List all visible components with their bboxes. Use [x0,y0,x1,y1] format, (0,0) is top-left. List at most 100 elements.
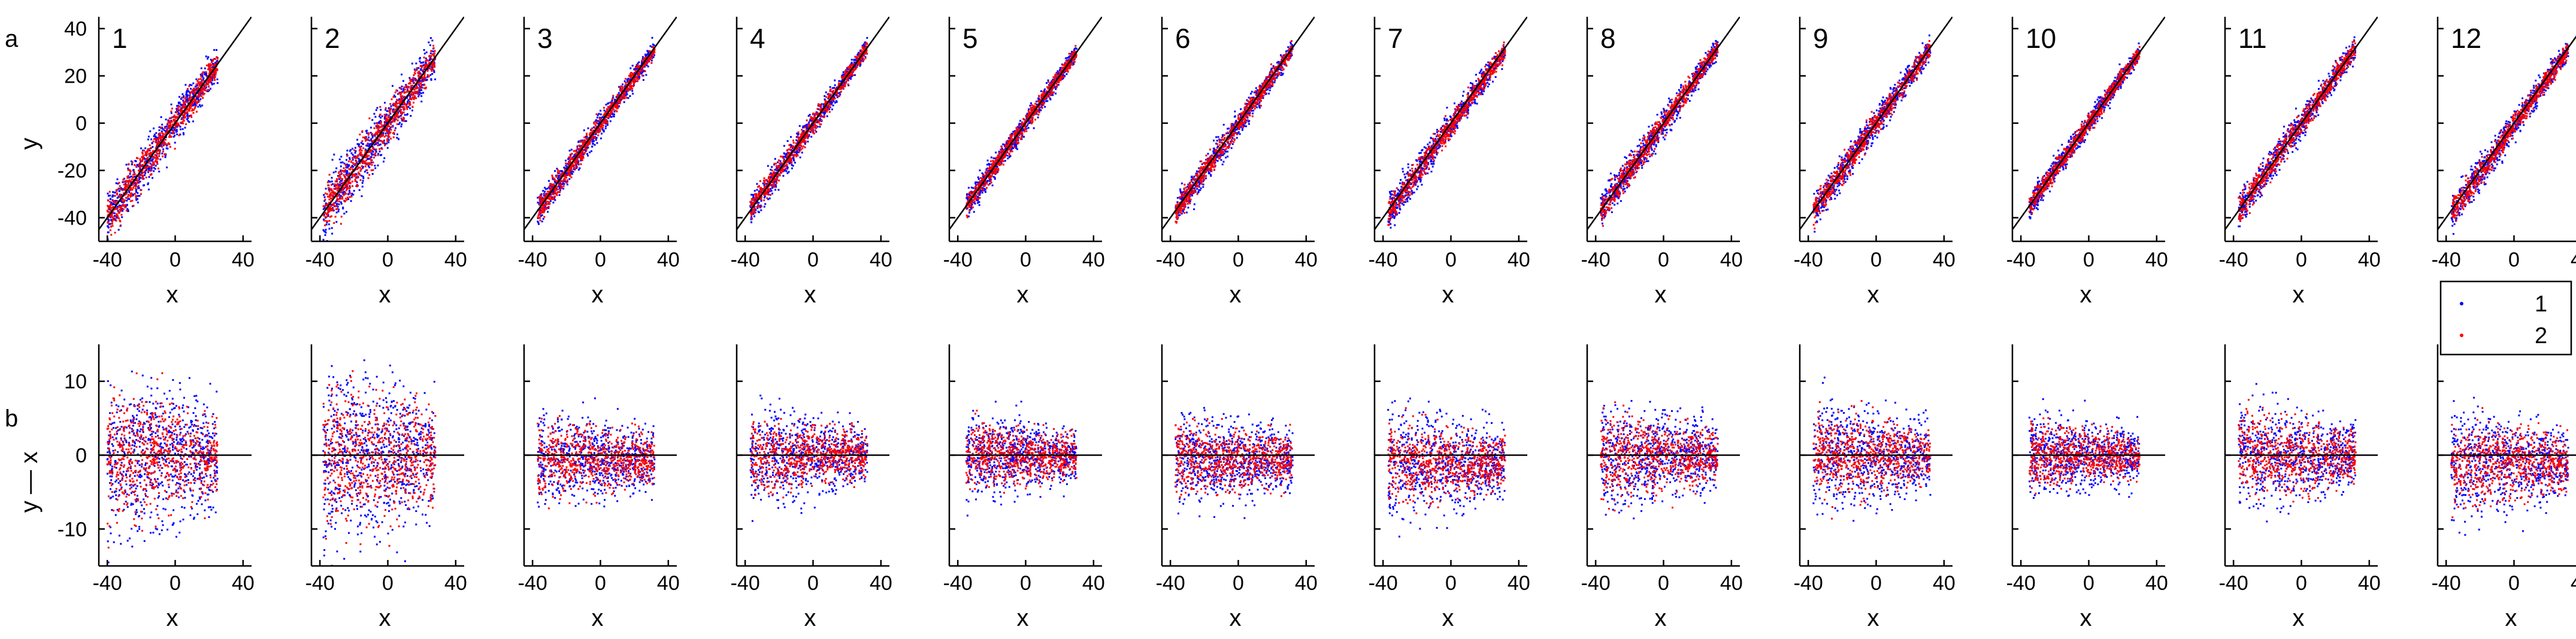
scatter-point-series-1 [356,181,358,183]
scatter-point-series-2 [116,214,119,217]
scatter-point-series-2 [128,175,129,177]
scatter-point-series-1 [423,52,426,54]
scatter-point-series-1 [356,495,359,497]
scatter-point-series-1 [191,423,193,426]
scatter-point-series-2 [208,67,210,69]
scatter-point-series-2 [161,132,164,134]
scatter-point-series-2 [426,74,429,76]
scatter-point-series-1 [323,426,326,428]
scatter-point-series-2 [399,87,402,89]
scatter-point-series-2 [152,416,155,419]
scatter-point-series-2 [169,146,171,148]
scatter-point-series-2 [122,441,125,444]
scatter-point-series-2 [204,410,206,412]
scatter-point-series-1 [212,490,214,493]
scatter-point-series-2 [165,445,168,447]
scatter-point-series-1 [358,435,361,437]
scatter-point-series-2 [209,441,211,444]
scatter-point-series-1 [111,468,113,471]
scatter-point-series-1 [151,487,153,489]
scatter-point-series-2 [132,441,134,443]
scatter-point-series-1 [210,59,212,61]
scatter-point-series-2 [133,405,135,407]
row-b-letter-group: b [5,405,18,432]
scatter-point-series-2 [377,130,379,132]
scatter-point-series-2 [362,160,365,162]
scatter-point-series-2 [336,198,338,200]
scatter-point-series-2 [352,370,354,373]
scatter-point-series-1 [411,483,413,485]
scatter-point-series-2 [174,429,177,431]
scatter-point-series-1 [216,82,219,84]
scatter-point-series-1 [131,163,133,166]
scatter-point-series-2 [383,141,385,143]
scatter-point-series-2 [359,169,362,171]
scatter-point-series-1 [123,398,126,401]
scatter-point-series-1 [169,117,172,119]
scatter-point-series-1 [112,445,114,447]
scatter-point-series-1 [190,489,192,492]
scatter-point-series-2 [205,71,207,73]
scatter-point-series-2 [116,440,119,443]
scatter-point-series-2 [132,429,134,432]
scatter-point-series-2 [206,435,208,437]
scatter-point-series-1 [355,489,357,491]
scatter-point-series-1 [367,145,369,147]
scatter-point-series-2 [113,201,116,203]
scatter-point-series-2 [185,123,187,125]
scatter-point-series-2 [331,191,334,193]
scatter-point-series-2 [202,71,204,73]
scatter-point-series-2 [374,133,377,135]
scatter-point-series-1 [129,458,132,461]
scatter-point-series-1 [146,160,148,162]
scatter-point-series-2 [323,219,326,222]
scatter-point-series-2 [120,464,122,467]
scatter-point-series-1 [132,414,134,417]
scatter-point-series-2 [177,113,179,116]
scatter-point-series-1 [150,377,153,379]
scatter-point-series-2 [198,84,201,86]
scatter-point-series-1 [422,80,424,83]
scatter-point-series-1 [181,93,184,95]
scatter-point-series-1 [428,525,431,527]
scatter-point-series-1 [349,459,352,461]
scatter-point-series-2 [347,182,350,184]
scatter-point-series-2 [402,111,405,114]
scatter-point-series-2 [377,125,380,127]
scatter-point-series-1 [153,170,155,172]
scatter-point-series-2 [168,479,171,481]
scatter-point-series-1 [149,481,152,483]
scatter-point-series-1 [137,462,139,465]
scatter-point-series-2 [197,88,199,90]
scatter-point-series-1 [382,407,385,409]
scatter-point-series-2 [171,419,174,421]
scatter-point-series-1 [328,375,330,378]
scatter-point-series-2 [351,180,353,183]
scatter-point-series-1 [341,191,344,193]
scatter-point-series-1 [345,451,347,453]
scatter-point-series-1 [128,441,130,444]
scatter-point-series-1 [165,119,167,120]
scatter-point-series-2 [121,458,123,460]
scatter-point-series-1 [385,476,387,479]
scatter-point-series-2 [155,441,158,444]
scatter-point-series-1 [364,439,367,441]
scatter-point-series-1 [322,405,325,408]
scatter-point-series-2 [395,105,396,108]
scatter-point-series-2 [413,92,415,94]
scatter-point-series-2 [119,208,121,211]
scatter-point-series-1 [178,425,181,428]
scatter-point-series-1 [156,146,158,148]
scatter-point-series-1 [388,138,389,141]
scatter-point-series-2 [134,499,137,501]
scatter-point-series-1 [410,483,412,486]
scatter-point-series-1 [360,414,362,416]
scatter-point-series-1 [408,492,410,494]
scatter-point-series-1 [109,475,111,477]
scatter-point-series-2 [209,77,211,80]
scatter-point-series-1 [431,439,433,441]
scatter-point-series-2 [111,215,113,217]
scatter-point-series-1 [183,410,185,413]
scatter-point-series-2 [201,491,203,493]
scatter-point-series-2 [118,508,120,510]
